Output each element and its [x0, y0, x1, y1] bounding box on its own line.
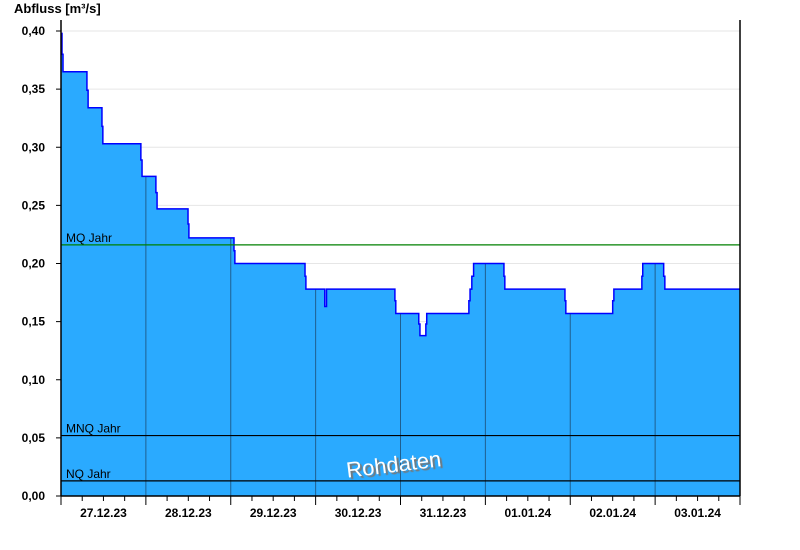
x-tick-label: 29.12.23 — [250, 506, 297, 520]
x-tick-label: 28.12.23 — [165, 506, 212, 520]
y-tick-label: 0,40 — [22, 24, 46, 38]
reference-line-label: MQ Jahr — [66, 231, 112, 245]
y-tick-label: 0,20 — [22, 257, 46, 271]
x-tick-label: 27.12.23 — [80, 506, 127, 520]
y-tick-label: 0,15 — [22, 315, 46, 329]
y-tick-label: 0,25 — [22, 198, 46, 212]
x-tick-label: 03.01.24 — [674, 506, 721, 520]
x-tick-label: 02.01.24 — [589, 506, 636, 520]
x-tick-label: 30.12.23 — [335, 506, 382, 520]
discharge-line — [61, 32, 740, 337]
y-tick-label: 0,05 — [22, 431, 46, 445]
reference-line-label: NQ Jahr — [66, 467, 111, 481]
y-axis-title: Abfluss [m³/s] — [14, 1, 101, 16]
x-tick-label: 31.12.23 — [420, 506, 467, 520]
y-tick-label: 0,00 — [22, 489, 46, 503]
y-tick-label: 0,35 — [22, 82, 46, 96]
reference-line-label: MNQ Jahr — [66, 422, 121, 436]
x-tick-label: 01.01.24 — [504, 506, 551, 520]
y-tick-label: 0,10 — [22, 373, 46, 387]
y-tick-label: 0,30 — [22, 140, 46, 154]
